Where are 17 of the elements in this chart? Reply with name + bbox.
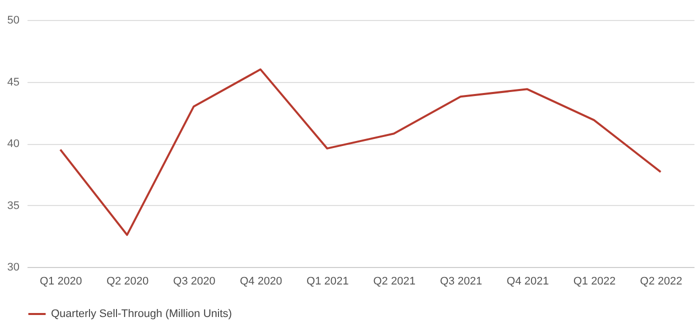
y-tick-label: 45	[7, 76, 20, 88]
x-tick-label: Q1 2020	[40, 276, 82, 288]
x-tick-label: Q1 2022	[573, 276, 616, 288]
y-tick-label: 40	[7, 138, 20, 150]
y-tick-label: 35	[7, 200, 20, 212]
x-tick-label: Q3 2020	[173, 276, 216, 288]
x-tick-label: Q4 2020	[240, 276, 282, 288]
legend-label: Quarterly Sell-Through (Million Units)	[51, 308, 232, 320]
x-tick-label: Q3 2021	[440, 276, 482, 288]
x-tick-label: Q2 2021	[373, 276, 416, 288]
line-series	[59, 68, 662, 236]
x-tick-label: Q2 2022	[640, 276, 682, 288]
y-tick-label: 50	[7, 14, 20, 26]
y-tick-label: 30	[7, 262, 20, 274]
x-tick-label: Q1 2021	[306, 276, 349, 288]
x-tick-label: Q2 2020	[106, 276, 149, 288]
x-tick-label: Q4 2021	[506, 276, 549, 288]
